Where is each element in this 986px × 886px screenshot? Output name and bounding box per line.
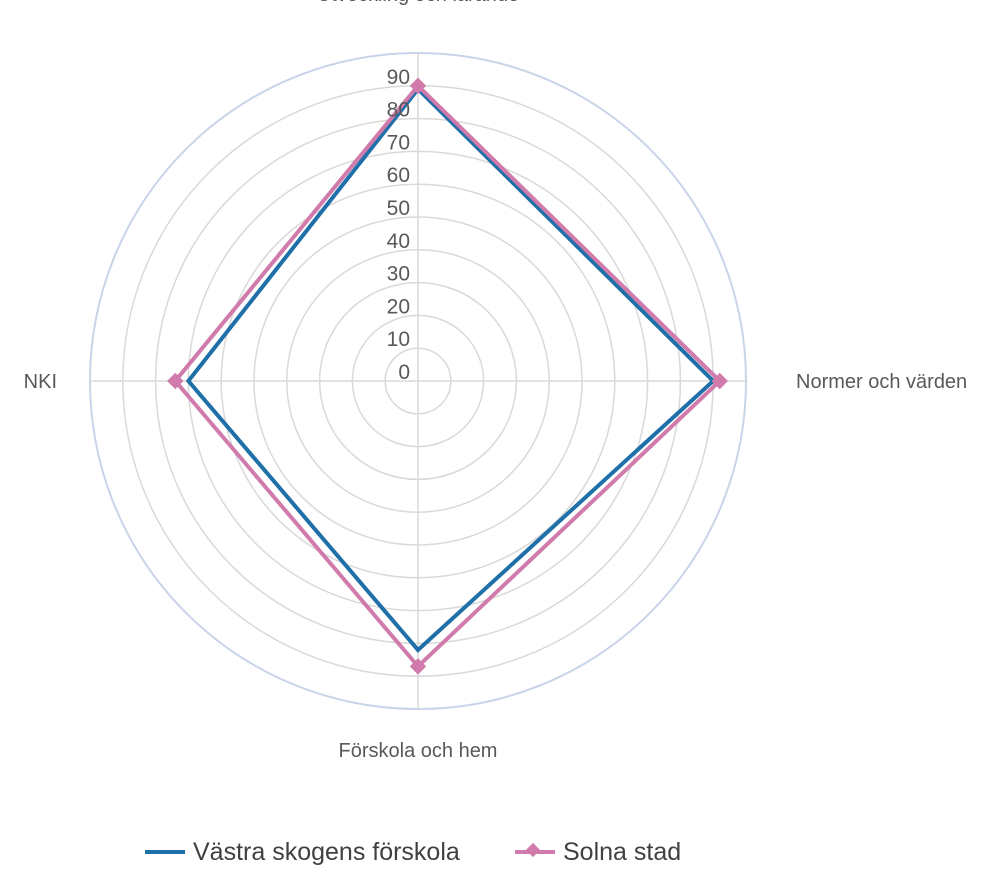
series-line	[185, 86, 717, 653]
tick-label: 90	[387, 66, 410, 89]
radar-labels: 0 10 20 30 40 50 60 70 80 90 Utveckling och lärand…	[24, 0, 968, 762]
tick-label: 40	[387, 230, 410, 253]
legend-label: Solna stad	[563, 837, 682, 866]
tick-label: 30	[387, 263, 410, 286]
data-point-marker	[711, 372, 728, 390]
data-point-marker	[409, 77, 427, 95]
radar-series	[167, 77, 728, 675]
tick-label: 20	[387, 295, 410, 318]
radar-chart: 0 10 20 30 40 50 60 70 80 90 Utveckling och lärand…	[24, 0, 968, 762]
data-point-marker	[167, 372, 184, 390]
legend-label: Västra skogens förskola	[193, 837, 460, 866]
tick-label: 70	[387, 131, 410, 154]
category-label: Utveckling och lärande	[317, 0, 519, 6]
legend-item-solna-stad: Solna stad	[515, 832, 681, 872]
legend-item-vastra-skogens-forskola: Västra skogens förskola	[145, 832, 460, 872]
category-label: NKI	[24, 371, 57, 393]
legend-diamond-icon	[515, 840, 555, 864]
category-label: Normer och värden	[796, 371, 967, 393]
chart-legend: Västra skogens förskola Solna stad	[0, 832, 986, 872]
category-label: Förskola och hem	[339, 740, 498, 762]
tick-label: 10	[387, 328, 410, 351]
legend-line-icon	[145, 840, 185, 864]
tick-label: 60	[387, 164, 410, 187]
tick-label: 50	[387, 197, 410, 220]
data-point-marker	[409, 658, 427, 675]
tick-label: 0	[398, 361, 410, 384]
series-line	[172, 82, 723, 670]
tick-label: 80	[387, 99, 410, 122]
